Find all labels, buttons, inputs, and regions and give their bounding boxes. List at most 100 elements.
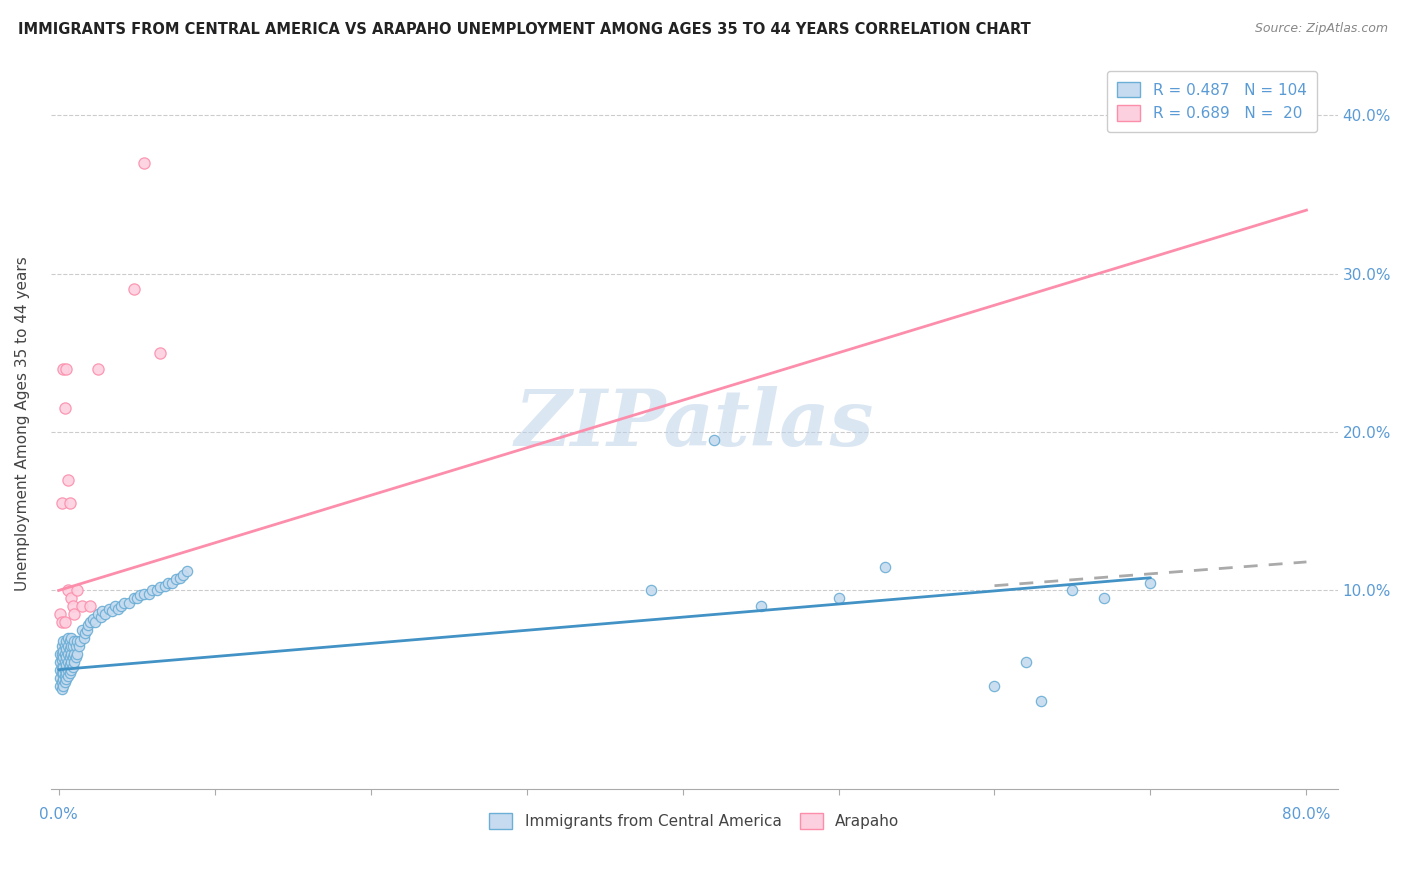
- Point: [75, 626, 97, 640]
- Legend: Immigrants from Central America, Arapaho: Immigrants from Central America, Arapaho: [484, 807, 905, 836]
- Point: [91, 604, 114, 618]
- Point: [53, 655, 76, 669]
- Point: [60, 639, 83, 653]
- Point: [749, 599, 772, 614]
- Point: [49, 671, 72, 685]
- Point: [100, 604, 122, 618]
- Point: [53, 647, 76, 661]
- Point: [134, 586, 156, 600]
- Point: [51, 496, 73, 510]
- Text: 0.0%: 0.0%: [39, 807, 77, 822]
- Point: [66, 647, 89, 661]
- Point: [82, 612, 104, 626]
- Point: [169, 571, 191, 585]
- Point: [128, 588, 150, 602]
- Y-axis label: Unemployment Among Ages 35 to 44 years: Unemployment Among Ages 35 to 44 years: [15, 257, 30, 591]
- Point: [63, 655, 86, 669]
- Point: [118, 596, 141, 610]
- Point: [162, 575, 184, 590]
- Point: [66, 634, 89, 648]
- Point: [104, 599, 127, 614]
- Point: [55, 634, 77, 648]
- Point: [153, 579, 176, 593]
- Point: [63, 607, 86, 622]
- Point: [49, 663, 72, 677]
- Point: [56, 631, 79, 645]
- Point: [107, 602, 129, 616]
- Point: [60, 647, 83, 661]
- Point: [52, 672, 75, 686]
- Point: [70, 623, 93, 637]
- Point: [77, 618, 100, 632]
- Point: [1062, 583, 1084, 598]
- Point: [62, 599, 84, 614]
- Point: [53, 675, 76, 690]
- Point: [53, 401, 76, 416]
- Text: ZIPatlas: ZIPatlas: [515, 386, 875, 462]
- Point: [122, 282, 145, 296]
- Point: [112, 596, 135, 610]
- Point: [122, 591, 145, 606]
- Point: [49, 655, 72, 669]
- Point: [52, 665, 75, 680]
- Point: [60, 663, 83, 677]
- Point: [51, 653, 73, 667]
- Point: [146, 583, 169, 598]
- Point: [110, 599, 132, 614]
- Point: [60, 591, 83, 606]
- Point: [703, 433, 725, 447]
- Point: [53, 639, 76, 653]
- Point: [67, 639, 90, 653]
- Point: [125, 591, 148, 606]
- Point: [134, 155, 156, 169]
- Point: [1015, 655, 1038, 669]
- Point: [79, 599, 101, 614]
- Point: [58, 634, 80, 648]
- Point: [55, 665, 77, 680]
- Point: [65, 650, 87, 665]
- Point: [640, 583, 662, 598]
- Point: [51, 639, 73, 653]
- Point: [51, 615, 73, 629]
- Point: [63, 634, 86, 648]
- Point: [52, 650, 75, 665]
- Point: [56, 663, 79, 677]
- Point: [52, 659, 75, 673]
- Point: [53, 663, 76, 677]
- Point: [65, 639, 87, 653]
- Point: [86, 607, 108, 622]
- Point: [62, 650, 84, 665]
- Point: [60, 655, 83, 669]
- Point: [149, 345, 172, 359]
- Point: [72, 631, 94, 645]
- Point: [56, 655, 79, 669]
- Point: [58, 650, 80, 665]
- Point: [172, 567, 194, 582]
- Point: [58, 642, 80, 657]
- Point: [69, 634, 91, 648]
- Point: [70, 599, 93, 614]
- Point: [51, 647, 73, 661]
- Point: [149, 580, 172, 594]
- Point: [79, 615, 101, 629]
- Point: [56, 473, 79, 487]
- Point: [51, 681, 73, 696]
- Point: [90, 610, 112, 624]
- Point: [62, 659, 84, 673]
- Point: [52, 361, 75, 376]
- Point: [55, 361, 77, 376]
- Point: [52, 643, 75, 657]
- Point: [55, 650, 77, 665]
- Point: [62, 639, 84, 653]
- Point: [1031, 694, 1053, 708]
- Point: [76, 623, 98, 637]
- Point: [55, 672, 77, 686]
- Text: IMMIGRANTS FROM CENTRAL AMERICA VS ARAPAHO UNEMPLOYMENT AMONG AGES 35 TO 44 YEAR: IMMIGRANTS FROM CENTRAL AMERICA VS ARAPA…: [18, 22, 1031, 37]
- Point: [138, 586, 160, 600]
- Point: [827, 591, 849, 606]
- Text: Source: ZipAtlas.com: Source: ZipAtlas.com: [1254, 22, 1388, 36]
- Point: [49, 647, 72, 661]
- Point: [86, 361, 108, 376]
- Point: [63, 647, 86, 661]
- Point: [83, 615, 105, 629]
